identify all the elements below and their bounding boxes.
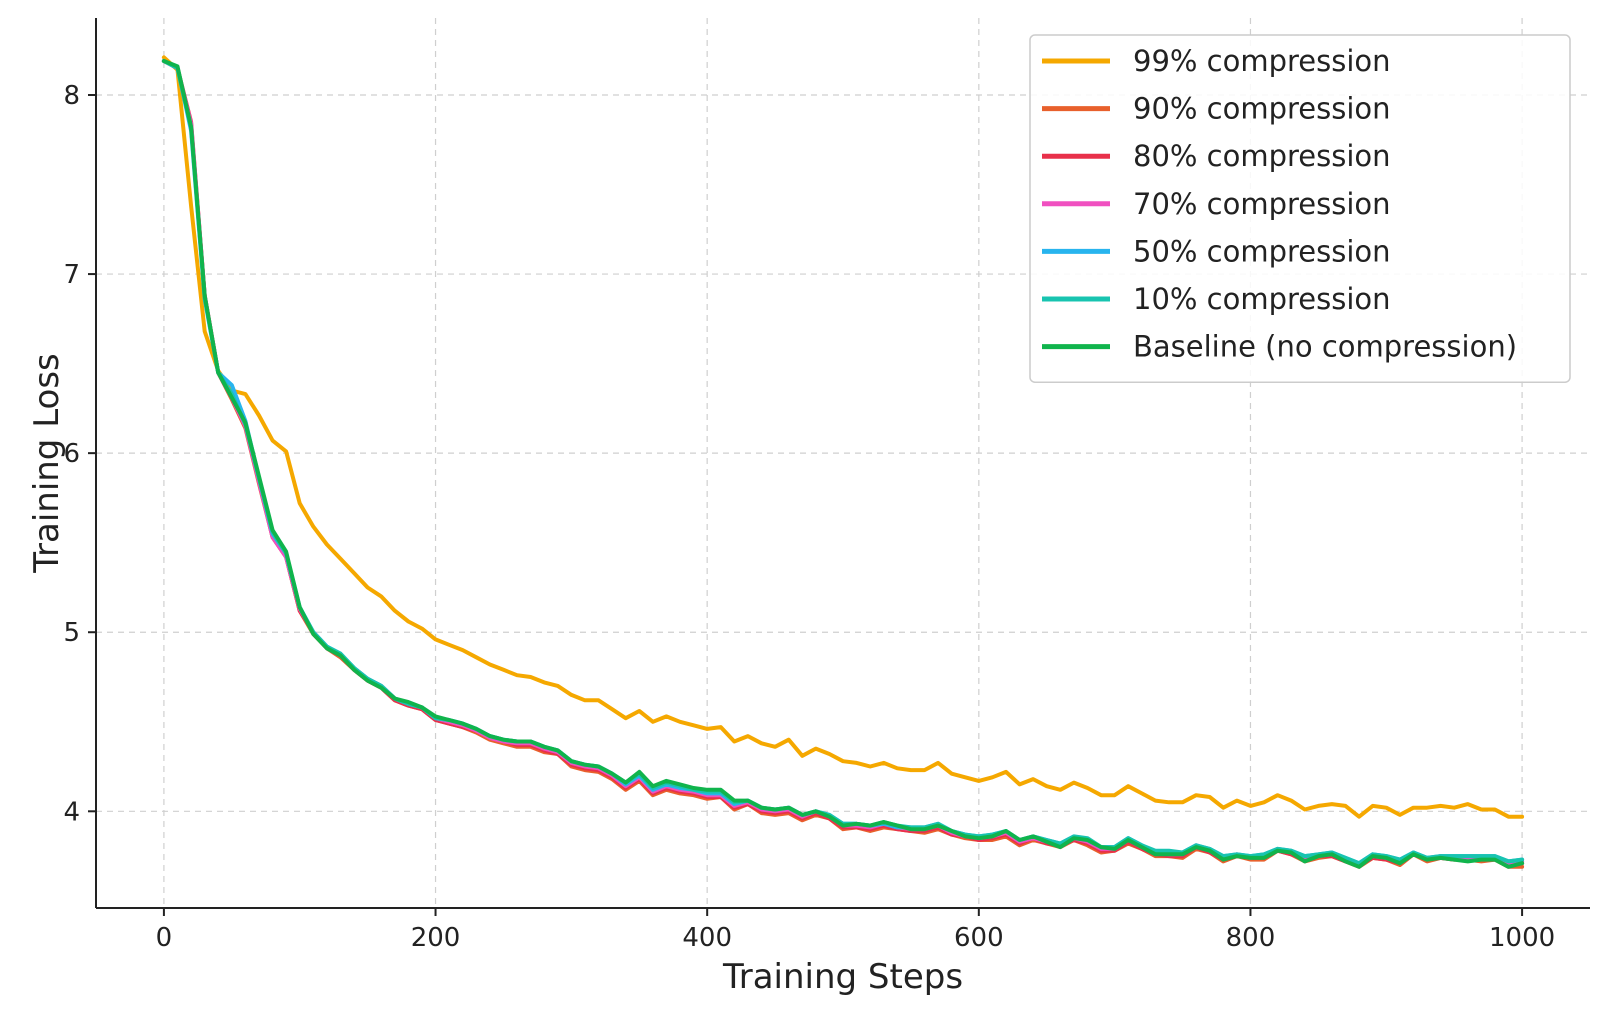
legend: 99% compression 90% compression 80% compre… (1029, 34, 1571, 383)
x-tick-label: 1000 (1489, 923, 1555, 953)
series-lines (161, 55, 1525, 869)
y-tick-label: 8 (63, 81, 80, 111)
legend-label: 99% compression (1133, 44, 1391, 78)
y-tick-label: 5 (63, 618, 80, 648)
y-axis-title: Training Loss (27, 353, 67, 574)
x-tick-label: 0 (156, 923, 173, 953)
y-tick-label: 7 (63, 260, 80, 290)
series-line-0 (161, 55, 1525, 819)
x-tick-label: 200 (411, 923, 461, 953)
legend-label: 90% compression (1133, 92, 1391, 126)
x-tick-label: 800 (1226, 923, 1276, 953)
y-tick-label: 6 (63, 439, 80, 469)
axes (95, 18, 1590, 909)
series-line-6 (161, 59, 1525, 869)
legend-label: 80% compression (1133, 139, 1391, 173)
y-tick-label: 4 (63, 797, 80, 827)
ticks: 0 200 400 600 800 1000 4 5 6 7 8 (63, 81, 1555, 953)
x-axis-title: Training Steps (722, 957, 963, 997)
legend-label: Baseline (no compression) (1133, 330, 1517, 364)
legend-box (1029, 34, 1571, 383)
legend-label: 70% compression (1133, 187, 1391, 221)
legend-label: 50% compression (1133, 234, 1391, 268)
x-tick-label: 600 (954, 923, 1004, 953)
legend-label: 10% compression (1133, 282, 1391, 316)
x-tick-label: 400 (682, 923, 732, 953)
